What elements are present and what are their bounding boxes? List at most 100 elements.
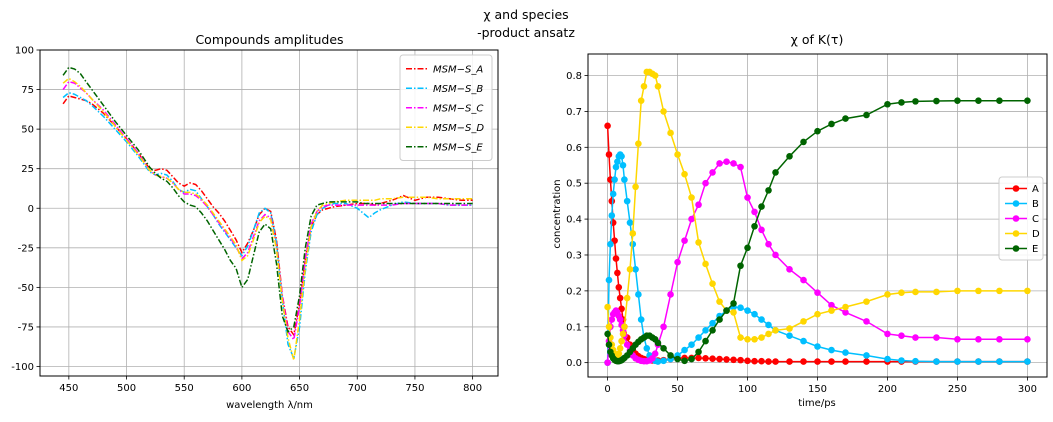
right-series-point <box>933 97 940 105</box>
right-series-point <box>604 330 611 338</box>
right-series-point <box>674 151 681 158</box>
right-series-point <box>758 316 765 323</box>
right-series-point <box>637 316 645 323</box>
right-series-point <box>1024 97 1031 104</box>
right-series-point <box>616 294 624 302</box>
right-series-point <box>912 357 919 365</box>
right-series-point <box>681 237 688 244</box>
right-series-point <box>688 215 695 223</box>
right-series-point <box>954 358 961 365</box>
right-series-point <box>616 316 624 323</box>
right-xtick-label: 100 <box>738 384 757 395</box>
right-series-point <box>616 344 624 352</box>
right-series-point <box>786 325 793 332</box>
right-series-point <box>828 358 835 365</box>
right-series-point <box>614 158 621 165</box>
right-ytick-label: 0.5 <box>566 179 582 190</box>
right-series-point <box>695 348 702 356</box>
right-series-point <box>786 358 793 365</box>
right-chart-ylabel: concentration <box>552 179 563 248</box>
right-series-point <box>702 355 709 362</box>
right-series-point <box>765 321 772 329</box>
right-series-point <box>912 334 919 341</box>
right-series-point <box>716 298 723 305</box>
left-series-group <box>62 66 473 362</box>
right-series-point <box>730 160 737 167</box>
right-series-point <box>842 115 849 122</box>
right-series-point <box>933 358 940 365</box>
right-series-point <box>681 357 688 365</box>
right-series-point <box>695 354 702 362</box>
left-xtick-label: 700 <box>348 383 367 394</box>
left-xtick-label: 450 <box>59 383 78 394</box>
right-series-point <box>863 352 870 359</box>
right-xtick-label: 300 <box>1018 384 1037 395</box>
right-ytick-label: 0.0 <box>566 358 582 369</box>
right-series-point <box>975 287 982 295</box>
right-series-point <box>640 83 648 90</box>
right-series-point <box>660 108 667 115</box>
right-series-point <box>604 122 611 130</box>
right-series-point <box>898 332 905 340</box>
right-series-point <box>996 287 1003 295</box>
right-xtick-label: 150 <box>808 384 827 395</box>
right-series-point <box>723 158 730 165</box>
left-ytick-label: 50 <box>21 125 34 136</box>
right-series-point <box>758 226 765 234</box>
right-series-point <box>898 289 905 296</box>
right-series-point <box>772 358 779 365</box>
right-series-point <box>933 334 940 341</box>
right-series-point <box>751 208 758 216</box>
right-ytick-label: 0.1 <box>566 322 582 333</box>
right-series-point <box>744 336 751 343</box>
right-series-point <box>800 358 807 365</box>
right-series-point <box>751 222 758 230</box>
right-series-point <box>660 323 667 331</box>
right-series-point <box>828 307 835 314</box>
right-series-point <box>621 176 628 183</box>
right-series-point <box>674 355 681 363</box>
right-series-point <box>975 336 982 343</box>
right-series-point <box>751 310 758 318</box>
right-series-point <box>842 309 849 316</box>
right-series-point <box>709 169 716 176</box>
right-series-point <box>660 344 667 352</box>
left-chart-title: Compounds amplitudes <box>195 32 343 47</box>
right-series-point <box>814 127 821 135</box>
left-xtick-label: 600 <box>232 383 251 394</box>
left-legend-label: MSM−S_A <box>433 64 483 75</box>
right-series-point <box>623 294 631 302</box>
right-series-point <box>828 120 835 128</box>
left-ytick-label: -50 <box>18 283 34 294</box>
right-series-point <box>709 327 716 334</box>
right-series-point <box>618 152 625 160</box>
right-series-point <box>996 358 1003 365</box>
right-series-point <box>975 97 982 104</box>
right-legend-label: B <box>1032 199 1039 210</box>
right-series-point <box>619 161 627 169</box>
right-series-point <box>637 97 645 104</box>
right-series-point <box>651 72 659 79</box>
right-series-point <box>709 280 716 287</box>
right-series-point <box>765 187 772 194</box>
figure-suptitle-line2: -product ansatz <box>477 25 575 40</box>
right-series-point <box>611 176 618 183</box>
right-legend-label: D <box>1032 229 1040 240</box>
right-legend-marker <box>1012 245 1020 252</box>
right-series-point <box>800 276 807 284</box>
right-series-point <box>758 357 765 365</box>
right-ytick-label: 0.4 <box>566 215 582 226</box>
right-series-point <box>660 357 667 365</box>
right-series-point <box>863 318 870 325</box>
right-series-point <box>716 316 723 323</box>
right-series-point <box>635 291 642 298</box>
right-series-point <box>632 183 639 191</box>
left-xtick-label: 550 <box>175 383 194 394</box>
right-series-point <box>744 244 751 252</box>
right-series-point <box>702 327 709 334</box>
right-series-point <box>709 319 716 327</box>
right-series-point <box>898 357 905 364</box>
right-series-point <box>737 163 744 171</box>
right-series-point <box>654 339 662 347</box>
right-series-point <box>842 358 849 365</box>
